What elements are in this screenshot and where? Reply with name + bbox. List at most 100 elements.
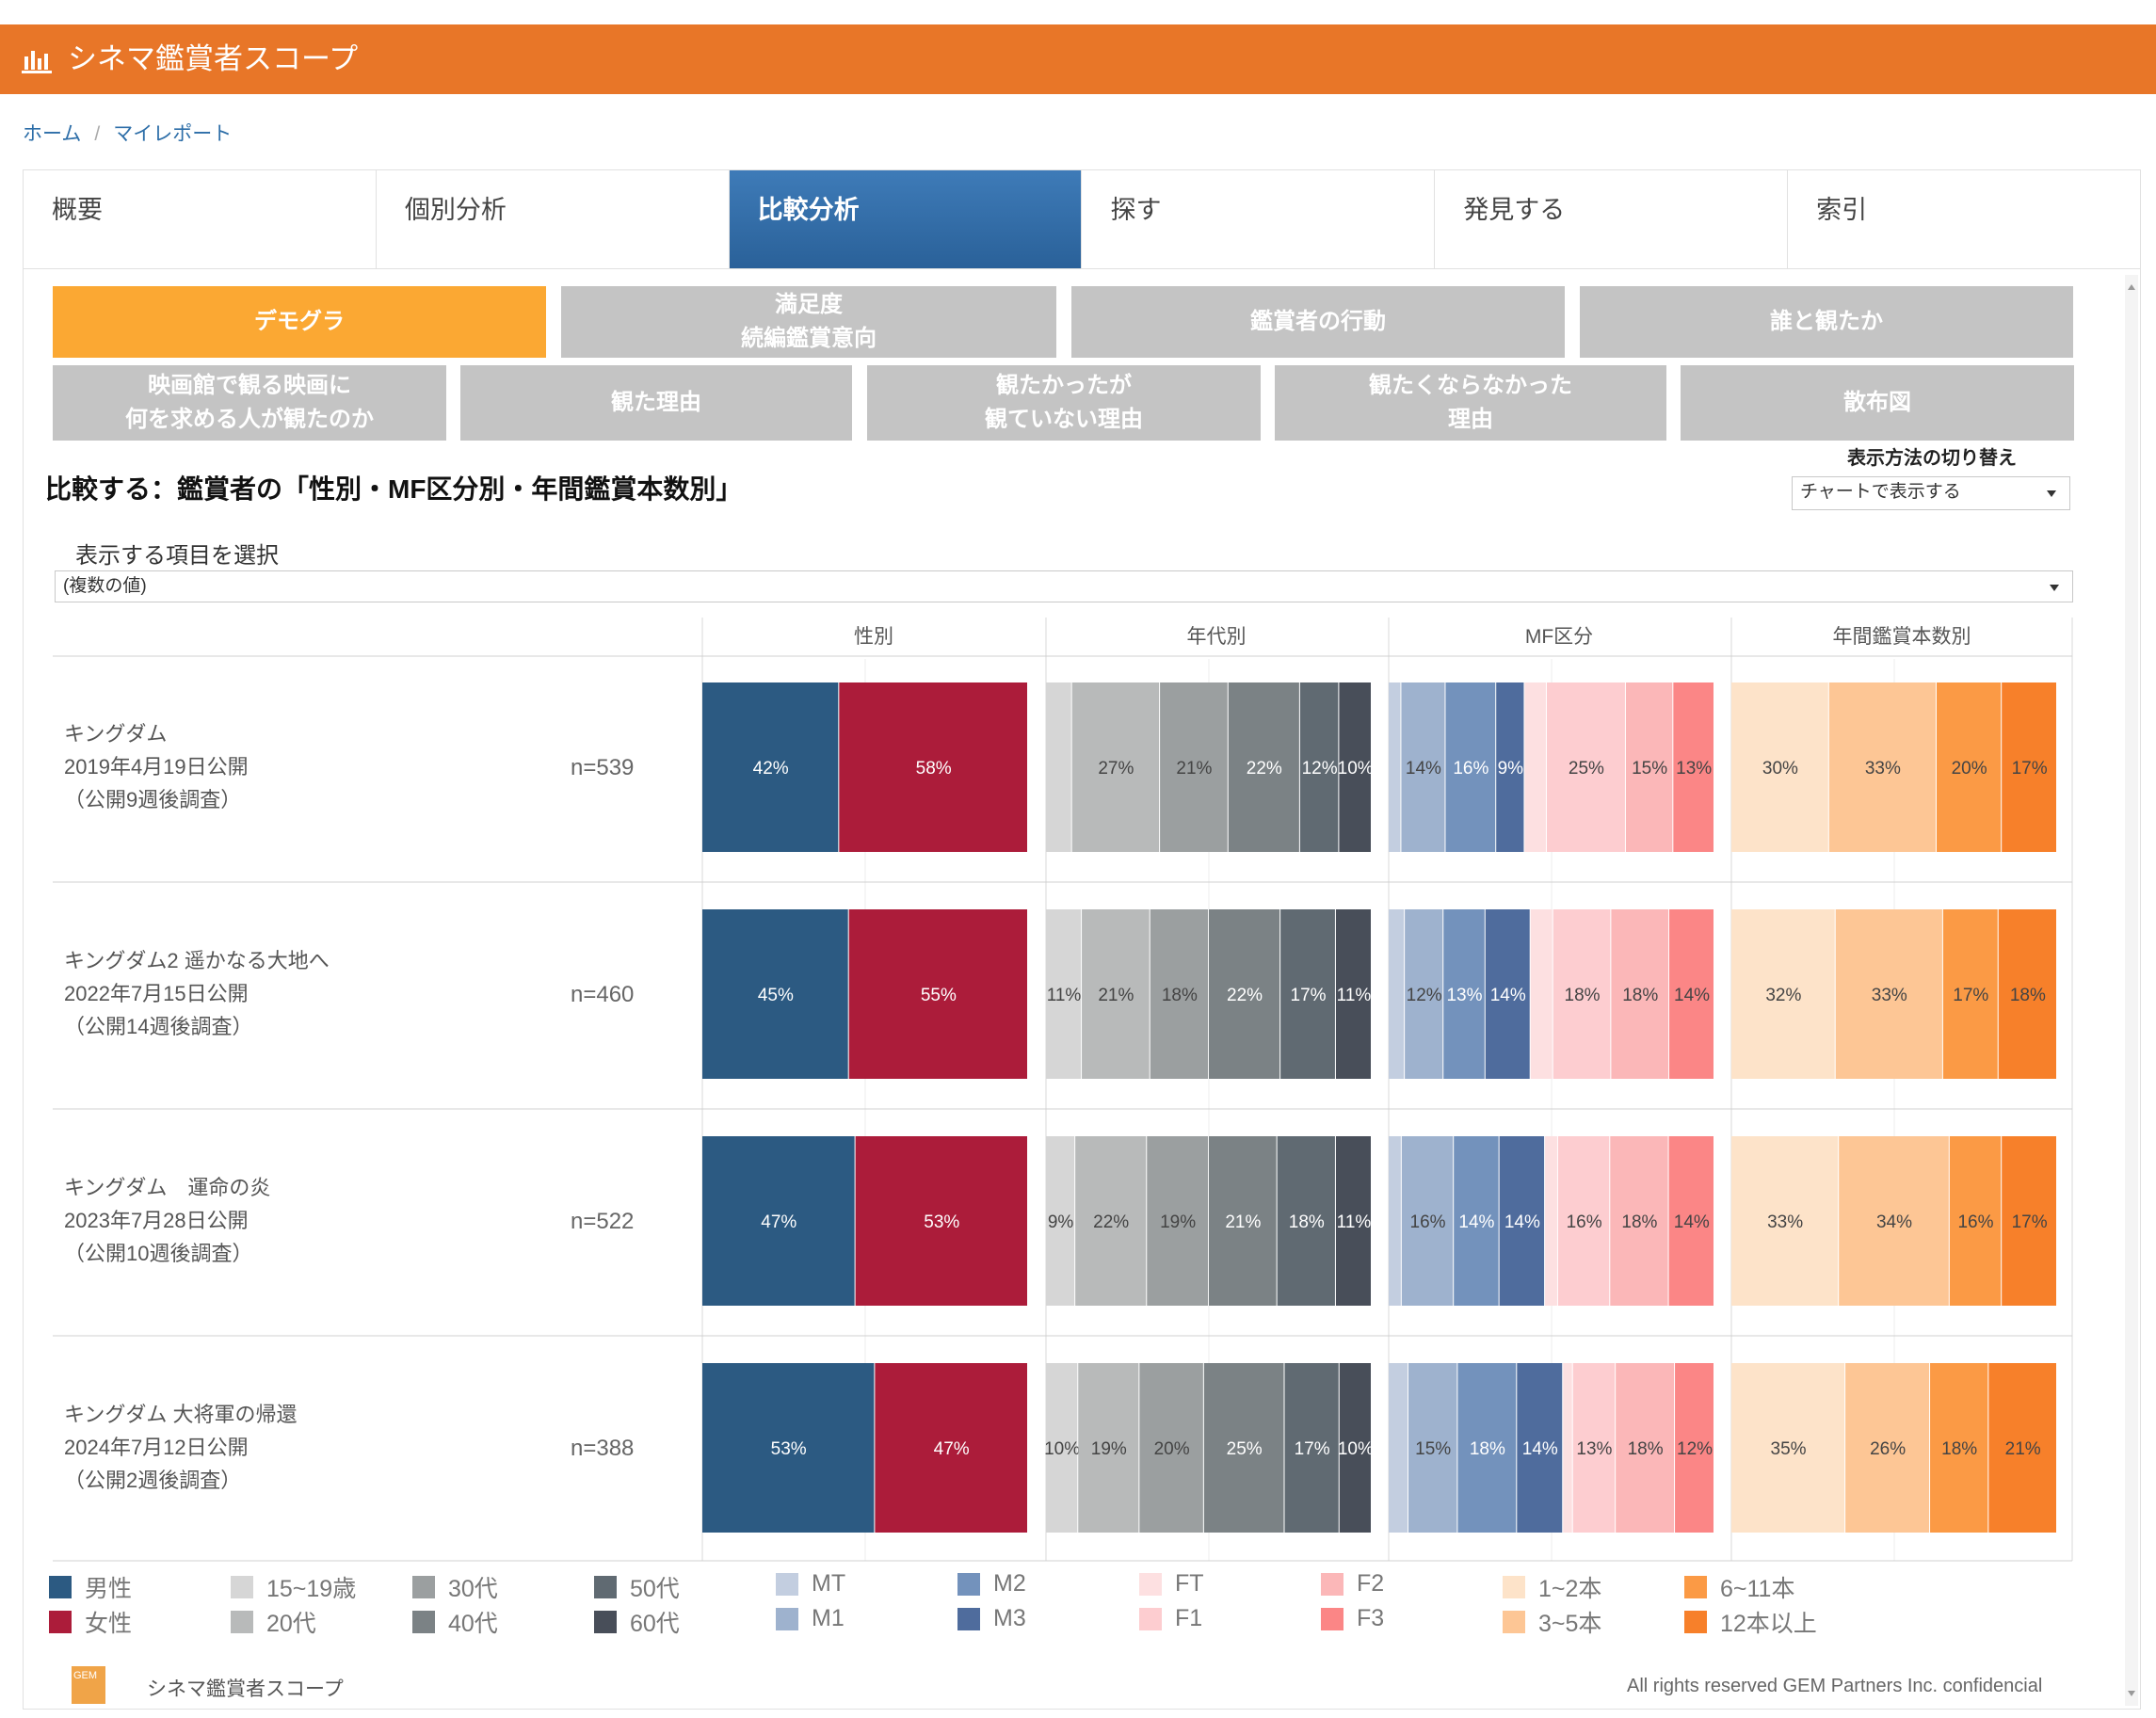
bar-segment: [1524, 682, 1546, 852]
bar-segment: [1075, 1136, 1147, 1306]
subtab-viewer-behavior[interactable]: 鑑賞者の行動: [1071, 286, 1565, 358]
bar-segment: [1457, 1363, 1517, 1533]
display-mode-value: チャートで表示する: [1800, 482, 1961, 502]
data-label: 20%: [1952, 759, 1987, 779]
movie-title: キングダム 大将軍の帰還: [64, 1403, 298, 1426]
bar-segment: [1673, 682, 1714, 852]
tab-search[interactable]: 探す: [1082, 170, 1436, 268]
data-label: 58%: [916, 759, 952, 779]
tab-index[interactable]: 索引: [1816, 196, 1868, 224]
subtab-reasons-watched[interactable]: 観た理由: [460, 365, 852, 441]
bar-segment: [1669, 909, 1714, 1079]
data-label: 18%: [1628, 1439, 1664, 1459]
bar-segment: [1668, 1136, 1714, 1306]
legend-swatch: [1139, 1572, 1162, 1596]
app-title: シネマ鑑賞者スコープ: [68, 42, 359, 75]
scroll-down-icon[interactable]: [2128, 1691, 2135, 1696]
bar-segment: [1078, 1363, 1139, 1533]
subtab-companion[interactable]: 誰と観たか: [1580, 286, 2073, 358]
breadcrumb: ホーム / マイレポート: [23, 119, 232, 147]
bar-segment: [2002, 1136, 2056, 1306]
legend-item: 20代: [231, 1605, 316, 1639]
vertical-scrollbar[interactable]: [2125, 275, 2138, 1706]
data-label: 18%: [1622, 986, 1658, 1005]
row-label: キングダム 2019年4月19日公開 （公開9週後調査）: [64, 717, 249, 816]
movie-title: キングダム: [64, 722, 168, 746]
content-panel: [23, 269, 2141, 1710]
legend-label: 40代: [448, 1611, 498, 1637]
item-multiselect[interactable]: (複数の値): [55, 570, 2073, 602]
subtab-reasons-not-watched[interactable]: 観たかったが 観ていない理由: [867, 365, 1261, 441]
data-label: 18%: [1162, 986, 1198, 1005]
subtab-satisfaction[interactable]: 満足度 続編鑑賞意向: [561, 286, 1056, 358]
data-label: 10%: [1338, 759, 1374, 779]
subtab-reasons-not-interested[interactable]: 観たくならなかった 理由: [1275, 365, 1666, 441]
page-title: 比較する：鑑賞者の「性別・MF区分別・年間鑑賞本数別」: [45, 474, 743, 504]
bar-segment: [855, 1136, 1027, 1306]
legend-label: 12本以上: [1720, 1611, 1817, 1637]
tab-comparison-analysis[interactable]: 比較分析: [729, 170, 1083, 268]
bar-segment: [1942, 909, 1998, 1079]
legend-label: 6~11本: [1720, 1576, 1795, 1602]
footer-app-name: シネマ鑑賞者スコープ: [147, 1678, 344, 1700]
data-label: 15%: [1415, 1439, 1451, 1459]
bar-segment: [875, 1363, 1027, 1533]
data-label: 14%: [1458, 1212, 1494, 1232]
data-label: 12%: [1677, 1439, 1713, 1459]
sample-size: n=460: [571, 982, 635, 1007]
bar-segment: [1496, 682, 1524, 852]
legend-item: F3: [1321, 1605, 1384, 1632]
subtab-scatter[interactable]: 散布図: [1681, 365, 2074, 441]
legend-item: 1~2本: [1503, 1570, 1601, 1604]
bar-segment: [1046, 1363, 1078, 1533]
data-label: 53%: [924, 1212, 959, 1232]
tab-individual-analysis[interactable]: 個別分析: [377, 170, 730, 268]
bar-segment: [1046, 909, 1082, 1079]
legend-label: 3~5本: [1538, 1611, 1602, 1637]
release-date: 2022年7月15日公開: [64, 982, 249, 1005]
chevron-down-icon: [2047, 490, 2056, 497]
bar-segment: [1203, 1363, 1284, 1533]
data-label: 13%: [1576, 1439, 1612, 1459]
data-label: 27%: [1098, 759, 1134, 779]
subtab-demographics[interactable]: デモグラ: [53, 286, 546, 358]
data-label: 9%: [1048, 1212, 1074, 1232]
legend-label: M3: [993, 1605, 1026, 1631]
scroll-up-icon[interactable]: [2128, 284, 2135, 290]
legend-label: F2: [1357, 1570, 1385, 1597]
data-label: 21%: [1225, 1212, 1261, 1232]
bar-segment: [1835, 909, 1942, 1079]
display-mode-select[interactable]: チャートで表示する: [1792, 476, 2070, 510]
data-label: 16%: [1453, 759, 1488, 779]
tab-overview[interactable]: 概要: [24, 170, 377, 268]
data-label: 18%: [1621, 1212, 1657, 1232]
bar-segment: [1339, 682, 1371, 852]
data-label: 12%: [1302, 759, 1338, 779]
bar-segment: [1949, 1136, 2002, 1306]
survey-note: （公開2週後調査）: [64, 1469, 242, 1492]
item-multiselect-value: (複数の値): [63, 576, 147, 596]
legend-label: 60代: [630, 1611, 680, 1637]
data-label: 33%: [1767, 1212, 1803, 1232]
bar-segment: [1731, 1363, 1845, 1533]
data-label: 18%: [1470, 1439, 1505, 1459]
bar-segment: [1389, 909, 1405, 1079]
data-label: 19%: [1160, 1212, 1196, 1232]
breadcrumb-home[interactable]: ホーム: [23, 123, 82, 145]
breadcrumb-my-report[interactable]: マイレポート: [113, 123, 233, 145]
data-label: 32%: [1765, 986, 1801, 1005]
bar-segment: [1572, 1363, 1616, 1533]
bar-segment: [1828, 682, 1936, 852]
bar-segment: [1610, 1136, 1668, 1306]
legend-swatch: [776, 1607, 798, 1630]
data-label: 16%: [1567, 1212, 1602, 1232]
legend-item: 60代: [594, 1605, 680, 1639]
movie-title: キングダム 運命の炎: [64, 1176, 271, 1199]
legend-item: 40代: [412, 1605, 498, 1639]
data-label: 25%: [1227, 1439, 1263, 1459]
subtab-expectations[interactable]: 映画館で観る映画に 何を求める人が観たのか: [53, 365, 446, 441]
legend-label: 1~2本: [1538, 1576, 1602, 1602]
data-label: 22%: [1093, 1212, 1129, 1232]
tab-discover[interactable]: 発見する: [1435, 170, 1789, 268]
